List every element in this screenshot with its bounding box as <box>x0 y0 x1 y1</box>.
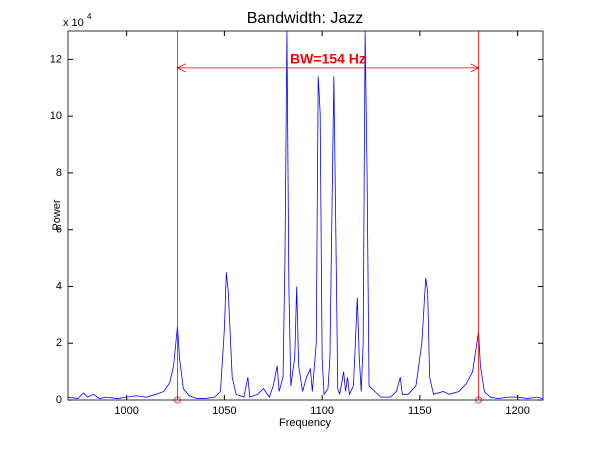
y-tick-label: 4 <box>56 280 62 292</box>
arrow-head <box>176 63 186 73</box>
y-tick-label: 8 <box>56 167 62 179</box>
y-axis-label: Power <box>51 199 63 231</box>
y-tick-label: 2 <box>56 337 62 349</box>
x-tick-label: 1100 <box>310 405 334 417</box>
x-tick-label: 1050 <box>212 405 236 417</box>
chart-title: Bandwidth: Jazz <box>247 10 364 27</box>
annotation: BW=154 Hz <box>290 51 366 67</box>
arrow-head <box>470 63 480 73</box>
y-scale-power: 4 <box>87 12 92 21</box>
x-axis-label: Frequency <box>279 417 331 429</box>
y-scale-label: x 10 <box>63 17 84 29</box>
x-tick-label: 1000 <box>114 405 138 417</box>
y-tick-label: 6 <box>56 224 62 236</box>
x-tick-label: 1150 <box>408 405 432 417</box>
y-tick-label: 10 <box>50 110 62 122</box>
data-line <box>68 31 543 400</box>
x-tick-label: 1200 <box>505 405 529 417</box>
y-tick-label: 0 <box>56 394 62 406</box>
y-tick-label: 12 <box>50 53 62 65</box>
plot-frame <box>67 30 544 401</box>
